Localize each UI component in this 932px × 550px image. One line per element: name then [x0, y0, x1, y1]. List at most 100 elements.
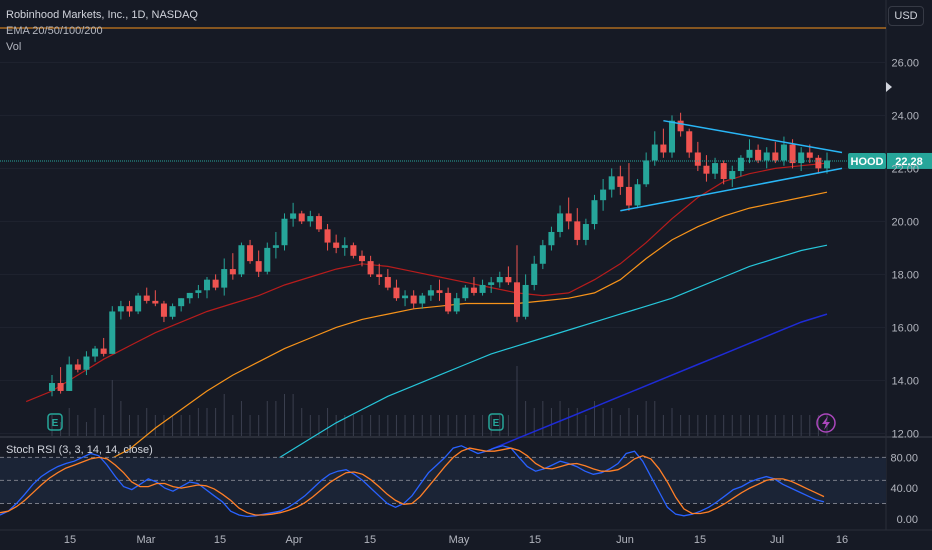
volume-bar — [594, 401, 595, 436]
candle-body — [126, 306, 133, 312]
candle-body — [350, 245, 357, 256]
last-price-badge — [887, 152, 932, 169]
volume-bar — [266, 401, 268, 436]
price-tick-label: 24.00 — [891, 110, 919, 122]
volume-bar — [464, 415, 466, 436]
candle-body — [557, 213, 564, 232]
volume-bar — [387, 415, 389, 436]
volume-bar — [284, 394, 285, 436]
candle-body — [427, 290, 434, 296]
candle-body — [565, 213, 572, 222]
candle-body — [617, 176, 624, 187]
candle-body — [737, 157, 744, 172]
ticker-symbol: HOOD — [851, 156, 884, 168]
ema200-line — [490, 313, 828, 450]
volume-bar — [533, 408, 535, 436]
candle-body — [634, 184, 641, 206]
volume-bar — [439, 415, 440, 436]
volume-bar — [637, 415, 639, 436]
triangle-trendline — [620, 167, 843, 212]
volume-bar — [628, 408, 630, 436]
volume-bar — [318, 415, 320, 436]
candle-body — [109, 311, 116, 354]
candle-body — [333, 242, 340, 248]
candle-body — [92, 348, 99, 357]
candle-body — [677, 120, 684, 132]
volume-bar — [714, 415, 716, 436]
candle-body — [419, 295, 426, 304]
grid-lines — [0, 0, 932, 531]
candle-body — [290, 213, 297, 219]
volume-bars — [51, 366, 828, 436]
volume-bar — [482, 415, 484, 436]
volume-bar — [447, 415, 449, 436]
earnings-marker-label: E — [493, 418, 500, 429]
candle-body — [608, 176, 615, 190]
volume-bar — [301, 408, 303, 436]
candle-body — [531, 263, 538, 285]
volume-bar — [723, 415, 725, 436]
candle-body — [255, 261, 262, 272]
volume-bar — [370, 415, 372, 436]
candle-body — [48, 383, 56, 391]
candle-body — [668, 120, 676, 153]
symbol-title: Robinhood Markets, Inc., 1D, NASDAQ — [6, 9, 198, 21]
candle-body — [755, 149, 762, 161]
candle-body — [806, 152, 813, 158]
stoch-rsi-title: Stoch RSI (3, 3, 14, 14, close) — [6, 444, 153, 456]
candle-body — [143, 295, 150, 301]
volume-bar — [645, 401, 647, 436]
candle-body — [410, 295, 417, 304]
candle-body — [393, 287, 400, 299]
event-lightning-icon — [816, 413, 836, 433]
candle-body — [522, 284, 529, 317]
time-tick-label: Mar — [137, 534, 156, 546]
volume-bar — [258, 415, 260, 436]
candle-body — [582, 224, 589, 240]
volume-bar — [662, 415, 664, 436]
candle-body — [307, 216, 314, 222]
volume-bar — [120, 401, 122, 436]
candle-body — [212, 279, 219, 288]
volume-bar — [361, 415, 363, 436]
volume-bar — [490, 415, 492, 436]
volume-bar — [576, 408, 578, 436]
volume-bar — [206, 408, 208, 436]
time-tick-label: 15 — [364, 534, 376, 546]
time-tick-label: 15 — [214, 534, 226, 546]
volume-bar — [292, 394, 294, 436]
volume-bar — [129, 415, 130, 436]
candle-body — [178, 298, 185, 307]
volume-bar — [232, 415, 234, 436]
candle-body — [445, 292, 452, 312]
candle-body — [402, 295, 409, 299]
price-pane-bg — [0, 0, 886, 436]
volume-bar — [172, 415, 174, 436]
currency-button[interactable]: USD — [888, 6, 924, 26]
candle-body — [763, 152, 770, 161]
volume-bar — [525, 401, 527, 436]
candle-body — [247, 245, 254, 262]
candle-body — [135, 295, 142, 312]
time-tick-label: May — [449, 534, 470, 546]
candle-body — [221, 269, 228, 288]
ema-lines — [25, 162, 828, 471]
stoch-d-line — [0, 447, 825, 516]
candle-body — [686, 131, 693, 153]
volume-bar — [800, 415, 802, 436]
volume-legend: Vol — [6, 41, 22, 53]
candle-body — [453, 298, 460, 312]
candle-body — [117, 306, 124, 312]
candle-body — [264, 247, 271, 272]
volume-bar — [111, 380, 113, 436]
candle-body — [539, 245, 546, 264]
volume-bar — [77, 415, 79, 436]
candle-body — [238, 245, 245, 275]
volume-bar — [757, 415, 759, 436]
candle-body — [186, 292, 193, 299]
volume-bar — [697, 415, 699, 436]
volume-bar — [619, 415, 621, 436]
stoch-rsi-pane — [0, 445, 886, 518]
volume-bar — [516, 366, 518, 436]
